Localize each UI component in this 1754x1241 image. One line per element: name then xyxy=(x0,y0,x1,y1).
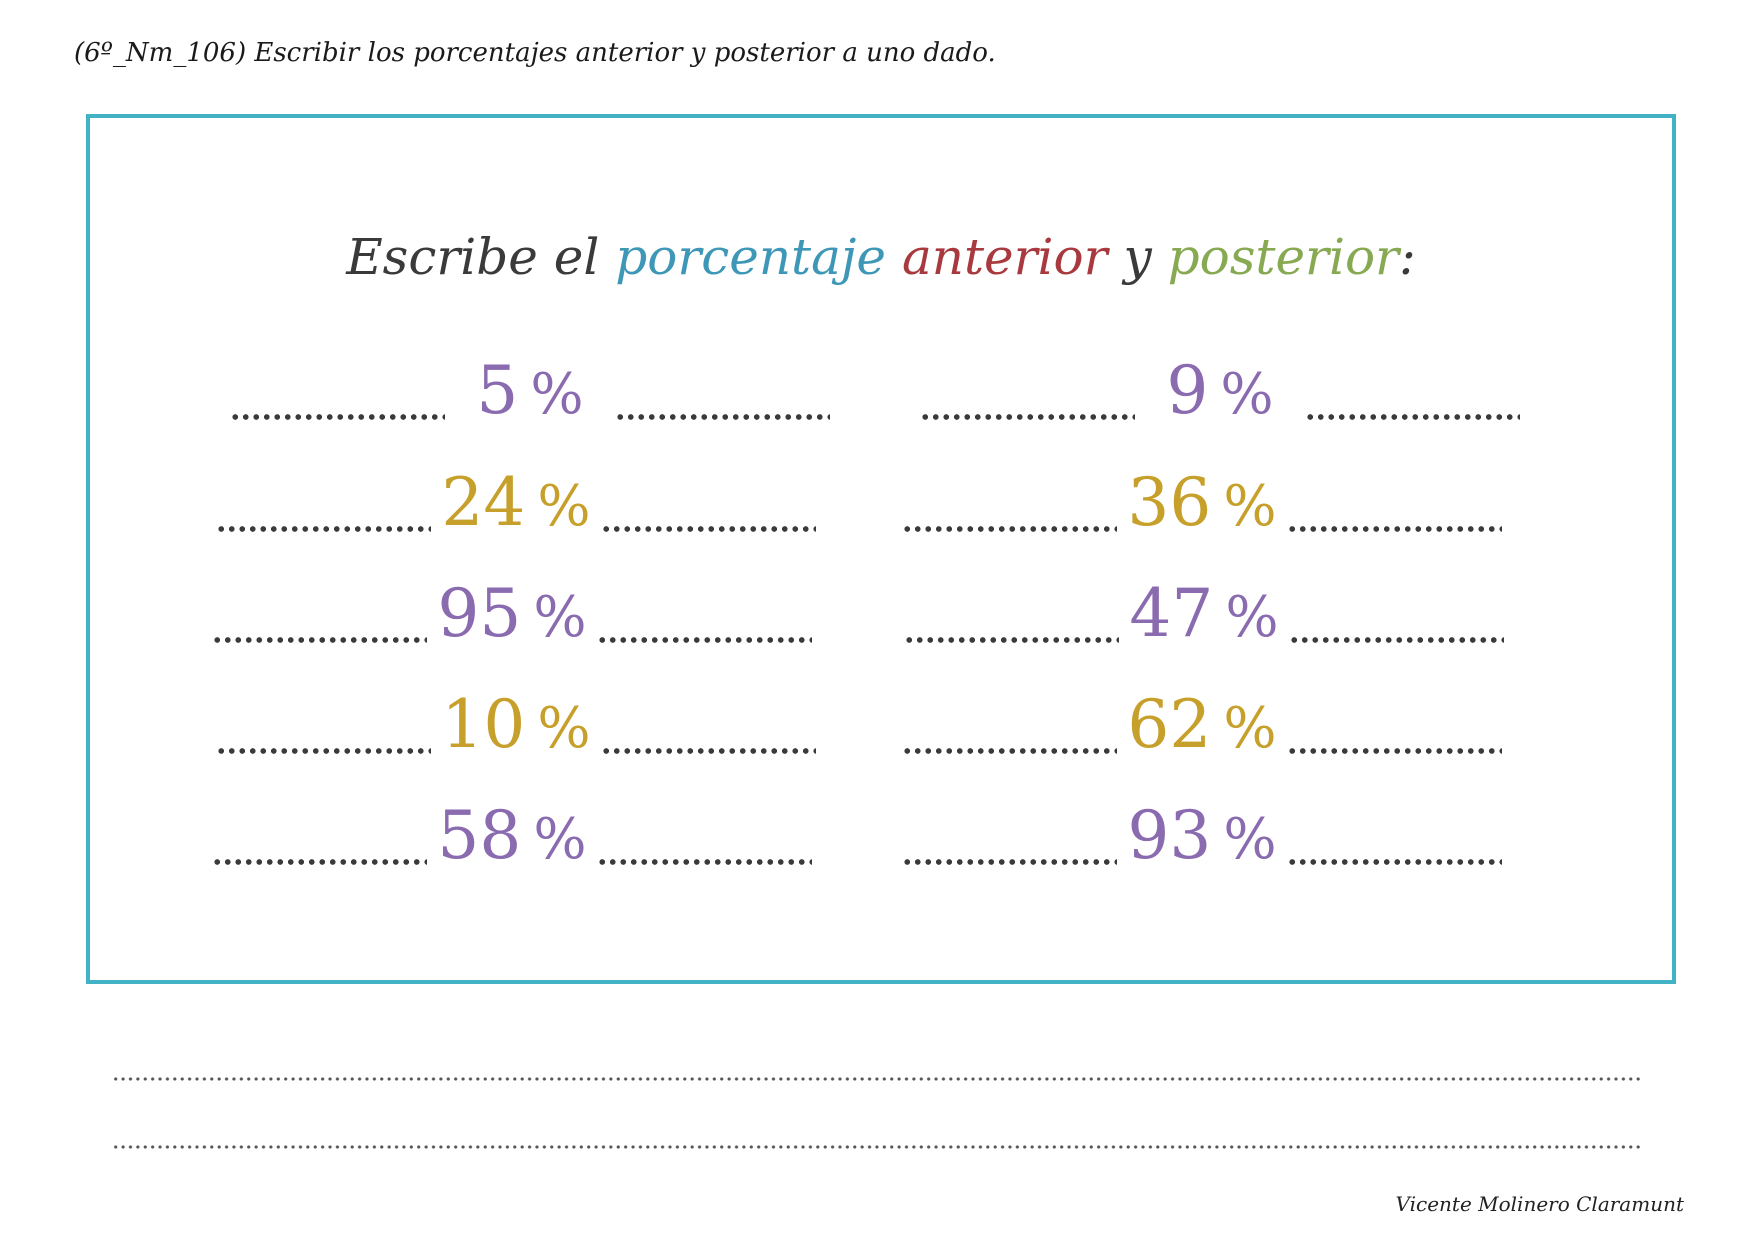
percentage-value: 93% xyxy=(1127,797,1277,874)
answer-blank-posterior[interactable] xyxy=(597,637,812,643)
exercise-row-1: 5% 9% xyxy=(90,356,1672,436)
instruction-word-porcentaje: porcentaje xyxy=(615,228,887,286)
exercise-item-4-right: 62% xyxy=(902,690,1502,770)
answer-blank-anterior[interactable] xyxy=(902,859,1117,865)
answer-blank-anterior[interactable] xyxy=(212,859,427,865)
exercise-row-2: 24% 36% xyxy=(90,468,1672,548)
answer-line-1[interactable] xyxy=(112,1077,1642,1081)
answer-blank-posterior[interactable] xyxy=(1287,526,1502,532)
answer-blank-anterior[interactable] xyxy=(216,526,431,532)
percentage-value: 95% xyxy=(437,575,587,652)
exercise-item-1-right: 9% xyxy=(920,356,1520,436)
answer-line-2[interactable] xyxy=(112,1145,1642,1149)
instruction-word-y: y xyxy=(1123,228,1152,286)
answer-blank-posterior[interactable] xyxy=(1287,859,1502,865)
exercise-item-1-left: 5% xyxy=(230,356,830,436)
instruction-word-anterior: anterior xyxy=(901,228,1108,286)
percentage-value: 36% xyxy=(1127,464,1277,541)
exercise-row-4: 10% 62% xyxy=(90,690,1672,770)
instruction-word-posterior: posterior xyxy=(1167,228,1399,286)
answer-blank-posterior[interactable] xyxy=(601,526,816,532)
answer-blank-anterior[interactable] xyxy=(904,637,1119,643)
answer-blank-anterior[interactable] xyxy=(920,414,1135,420)
exercise-item-3-right: 47% xyxy=(904,579,1504,659)
percentage-value: 10% xyxy=(441,686,591,763)
exercise-row-3: 95% 47% xyxy=(90,579,1672,659)
author-signature: Vicente Molinero Claramunt xyxy=(1395,1192,1685,1216)
exercise-item-5-left: 58% xyxy=(212,801,812,881)
percentage-value: 62% xyxy=(1127,686,1277,763)
answer-blank-anterior[interactable] xyxy=(902,526,1117,532)
instruction-text-escribe-el: Escribe el xyxy=(346,228,600,286)
instruction-colon: : xyxy=(1398,228,1416,286)
exercise-item-4-left: 10% xyxy=(216,690,816,770)
exercise-row-5: 58% 93% xyxy=(90,801,1672,881)
answer-blank-anterior[interactable] xyxy=(216,748,431,754)
answer-blank-posterior[interactable] xyxy=(1289,637,1504,643)
percentage-value: 9% xyxy=(1166,352,1274,429)
exercise-item-3-left: 95% xyxy=(212,579,812,659)
exercise-instruction: Escribe el porcentaje anterior y posteri… xyxy=(90,228,1672,286)
answer-blank-posterior[interactable] xyxy=(597,859,812,865)
percentage-value: 24% xyxy=(441,464,591,541)
answer-blank-posterior[interactable] xyxy=(615,414,830,420)
answer-blank-posterior[interactable] xyxy=(1305,414,1520,420)
percentage-value: 47% xyxy=(1129,575,1279,652)
exercise-item-2-left: 24% xyxy=(216,468,816,548)
worksheet-title: (6º_Nm_106) Escribir los porcentajes ant… xyxy=(74,38,996,68)
exercise-item-5-right: 93% xyxy=(902,801,1502,881)
percentage-value: 5% xyxy=(476,352,584,429)
answer-blank-anterior[interactable] xyxy=(230,414,445,420)
answer-blank-anterior[interactable] xyxy=(902,748,1117,754)
answer-blank-anterior[interactable] xyxy=(212,637,427,643)
answer-blank-posterior[interactable] xyxy=(1287,748,1502,754)
exercise-box: Escribe el porcentaje anterior y posteri… xyxy=(86,114,1676,984)
answer-blank-posterior[interactable] xyxy=(601,748,816,754)
percentage-value: 58% xyxy=(437,797,587,874)
exercise-item-2-right: 36% xyxy=(902,468,1502,548)
